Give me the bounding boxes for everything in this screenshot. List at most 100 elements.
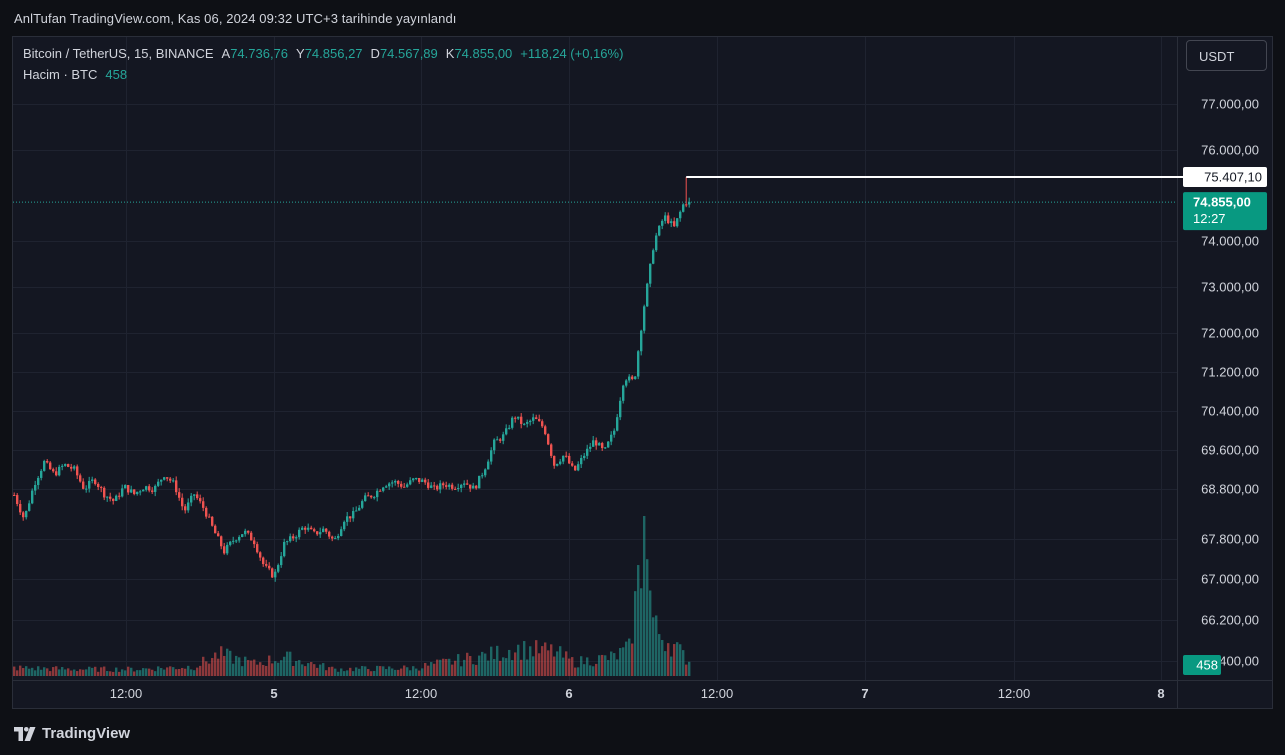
- candle-body: [196, 494, 199, 499]
- volume-bar: [181, 667, 184, 676]
- candle-body: [97, 483, 100, 488]
- volume-bar: [250, 660, 253, 676]
- candle-body: [529, 420, 532, 423]
- candle-body: [511, 417, 514, 428]
- candle-body: [169, 478, 172, 481]
- candle-body: [622, 385, 625, 401]
- currency-button[interactable]: USDT: [1186, 40, 1267, 71]
- candle-body: [313, 529, 316, 532]
- volume-bar: [661, 639, 664, 676]
- candle-body: [655, 235, 658, 251]
- volume-bar: [259, 662, 262, 676]
- volume-bar: [628, 638, 631, 676]
- volume-bar: [532, 656, 535, 676]
- candle-body: [124, 485, 127, 489]
- volume-bar: [673, 644, 676, 676]
- volume-bar: [148, 668, 151, 676]
- time-tick-label: 7: [861, 686, 868, 701]
- candle-body: [55, 471, 58, 476]
- volume-bar: [610, 651, 613, 676]
- volume-bar: [49, 671, 52, 676]
- volume-bar: [142, 668, 145, 676]
- volume-legend: Hacim · BTC 458: [23, 67, 127, 82]
- volume-bar: [106, 671, 109, 676]
- candle-body: [538, 418, 541, 422]
- volume-bar: [310, 661, 313, 676]
- volume-bar: [337, 671, 340, 676]
- candle-body: [109, 496, 112, 499]
- volume-bar: [541, 646, 544, 676]
- candle-body: [226, 544, 229, 554]
- volume-bar: [466, 652, 469, 676]
- candle-body: [475, 485, 478, 489]
- candle-body: [382, 487, 385, 491]
- candle-body: [577, 464, 580, 471]
- candle-body: [421, 479, 424, 482]
- volume-bar: [625, 641, 628, 676]
- candle-body: [589, 446, 592, 449]
- candle-body: [391, 482, 394, 484]
- candle-body: [163, 477, 166, 480]
- low-value: 74.567,89: [379, 46, 438, 61]
- candle-body: [487, 461, 490, 470]
- candle-body: [139, 491, 142, 493]
- candle-body: [661, 220, 664, 226]
- volume-bar: [535, 640, 538, 676]
- candle-body: [493, 439, 496, 451]
- candle-body: [49, 462, 52, 470]
- volume-bar: [283, 656, 286, 676]
- published-header: AnlTufan TradingView.com, Kas 06, 2024 0…: [0, 0, 1285, 36]
- candle-body: [106, 496, 109, 498]
- candle-body: [175, 480, 178, 493]
- volume-bar: [295, 660, 298, 676]
- candle-body: [610, 434, 613, 442]
- candle-body: [67, 464, 70, 467]
- price-tick-label: 77.000,00: [1201, 97, 1259, 112]
- volume-bar: [58, 669, 61, 676]
- volume-label[interactable]: Hacim · BTC: [23, 67, 98, 82]
- candle-body: [559, 461, 562, 464]
- candle-body: [178, 492, 181, 498]
- candle-body: [13, 495, 16, 496]
- volume-bar: [277, 662, 280, 676]
- tradingview-logo[interactable]: TradingView: [14, 725, 130, 742]
- candle-body: [376, 490, 379, 498]
- candle-body: [217, 533, 220, 537]
- symbol-name[interactable]: Bitcoin / TetherUS, 15, BINANCE: [23, 46, 214, 61]
- volume-bar: [448, 658, 451, 676]
- volume-bar: [256, 664, 259, 676]
- volume-bar: [496, 645, 499, 676]
- volume-bar: [433, 663, 436, 676]
- volume-bar: [112, 671, 115, 676]
- volume-bar: [388, 666, 391, 676]
- volume-bar: [238, 657, 241, 676]
- footer: [0, 710, 1285, 755]
- candle-body: [547, 434, 550, 445]
- candle-body: [262, 557, 265, 565]
- candle-body: [244, 530, 247, 535]
- volume-bar: [31, 667, 34, 676]
- volume-bar: [73, 669, 76, 676]
- candle-body: [166, 477, 169, 479]
- volume-bar: [520, 659, 523, 676]
- volume-bar: [517, 644, 520, 676]
- time-tick-label: 12:00: [405, 686, 438, 701]
- candle-body: [502, 434, 505, 441]
- candle-body: [46, 461, 49, 463]
- volume-bar: [676, 642, 679, 676]
- candle-body: [133, 489, 136, 495]
- candle-body: [247, 530, 250, 533]
- volume-bar: [253, 659, 256, 676]
- candle-body: [628, 376, 631, 381]
- candle-body: [355, 510, 358, 512]
- candle-body: [658, 225, 661, 236]
- volume-bar: [565, 651, 568, 676]
- price-tick-label: 67.000,00: [1201, 572, 1259, 587]
- volume-bar: [409, 670, 412, 676]
- volume-bar: [268, 655, 271, 676]
- candle-body: [289, 536, 292, 542]
- volume-bar: [367, 669, 370, 676]
- candle-body: [115, 495, 118, 501]
- volume-bar: [646, 559, 649, 676]
